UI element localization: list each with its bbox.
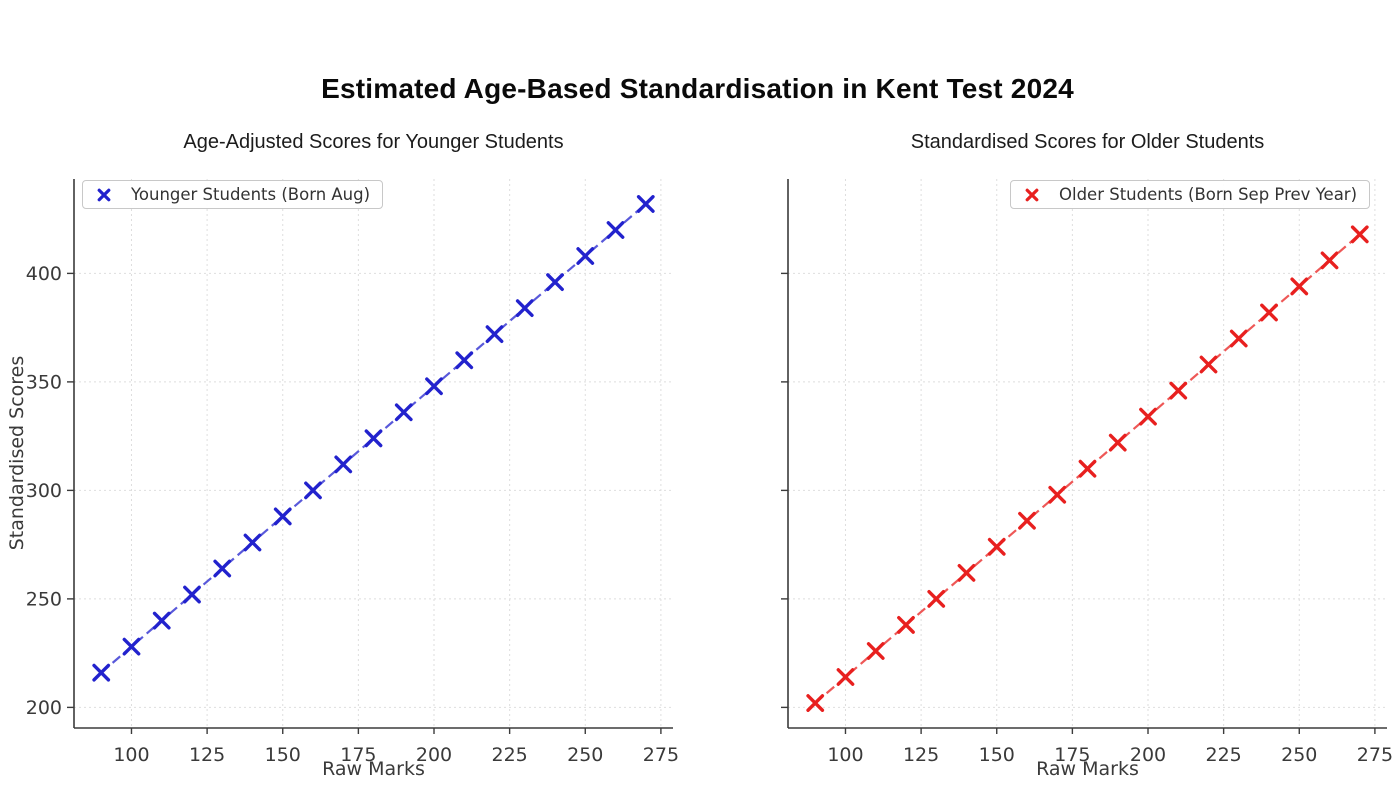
svg-text:200: 200 — [416, 744, 452, 766]
svg-text:150: 150 — [265, 744, 301, 766]
svg-text:150: 150 — [979, 744, 1015, 766]
x-marker-icon — [97, 188, 111, 201]
svg-text:200: 200 — [1130, 744, 1166, 766]
x-marker-icon — [1025, 188, 1039, 201]
series-markers — [92, 195, 655, 682]
svg-text:200: 200 — [26, 697, 62, 719]
subplot-older: 100 125 150 175 200 225 250 275 — [781, 179, 1393, 766]
svg-text:250: 250 — [567, 744, 603, 766]
svg-text:350: 350 — [26, 371, 62, 393]
svg-text:125: 125 — [903, 744, 939, 766]
x-axis-label-older: Raw Marks — [1036, 758, 1139, 780]
legend-younger: Younger Students (Born Aug) — [82, 180, 384, 209]
svg-text:225: 225 — [492, 744, 528, 766]
subplot-younger: 100 125 150 175 200 225 250 275 200 250 300 350 400 — [26, 179, 679, 766]
x-axis-label-younger: Raw Marks — [322, 758, 425, 780]
legend-label-younger: Younger Students (Born Aug) — [131, 185, 371, 204]
svg-text:250: 250 — [26, 588, 62, 610]
svg-text:300: 300 — [26, 480, 62, 502]
svg-text:100: 100 — [827, 744, 863, 766]
svg-text:175: 175 — [340, 744, 376, 766]
svg-text:225: 225 — [1206, 744, 1242, 766]
subplot-title-older: Standardised Scores for Older Students — [910, 131, 1265, 153]
legend-label-older: Older Students (Born Sep Prev Year) — [1059, 185, 1358, 204]
svg-text:125: 125 — [189, 744, 225, 766]
main-title: Estimated Age-Based Standardisation in K… — [321, 73, 1074, 104]
legend-older: Older Students (Born Sep Prev Year) — [1010, 180, 1371, 209]
svg-text:275: 275 — [643, 744, 679, 766]
series-markers — [806, 225, 1369, 712]
svg-text:175: 175 — [1054, 744, 1090, 766]
svg-text:100: 100 — [113, 744, 149, 766]
svg-text:250: 250 — [1281, 744, 1317, 766]
svg-text:400: 400 — [26, 263, 62, 285]
svg-text:275: 275 — [1357, 744, 1393, 766]
subplot-title-younger: Age-Adjusted Scores for Younger Students — [183, 131, 564, 153]
